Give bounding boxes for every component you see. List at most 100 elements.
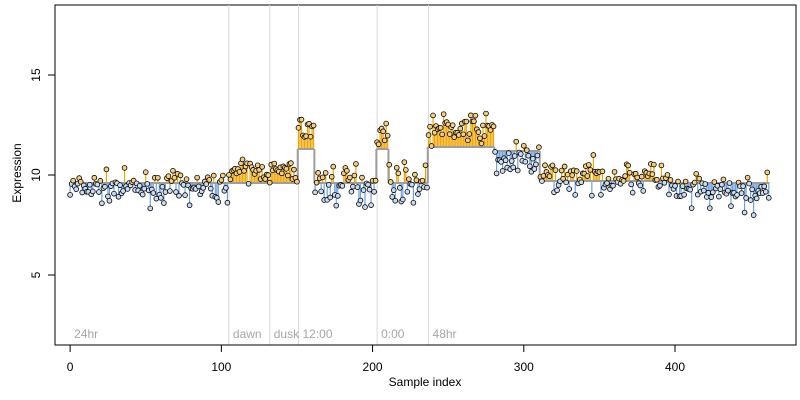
data-point xyxy=(625,162,631,169)
data-point xyxy=(716,193,722,200)
data-point xyxy=(194,174,200,181)
data-point xyxy=(710,189,716,196)
data-point xyxy=(472,112,479,119)
data-point xyxy=(589,192,595,199)
data-point xyxy=(136,182,143,189)
y-axis-label: Expression xyxy=(10,143,24,202)
data-point xyxy=(227,176,234,183)
data-point xyxy=(481,133,488,139)
data-point xyxy=(734,192,740,198)
data-point xyxy=(605,175,612,182)
data-point xyxy=(505,150,512,156)
data-point xyxy=(502,157,509,164)
data-point xyxy=(401,159,408,165)
data-point xyxy=(439,131,445,138)
data-point xyxy=(182,192,188,198)
data-point xyxy=(333,202,340,209)
data-point xyxy=(396,185,403,191)
data-point xyxy=(334,193,341,199)
data-point xyxy=(679,183,686,189)
data-point xyxy=(328,173,335,180)
x-axis-label: Sample index xyxy=(389,375,462,389)
data-point xyxy=(404,189,411,195)
data-point xyxy=(303,133,309,139)
data-point xyxy=(522,158,529,165)
data-point xyxy=(508,158,515,164)
data-point xyxy=(327,194,334,201)
data-point xyxy=(527,163,533,170)
data-point xyxy=(124,186,131,192)
data-point xyxy=(220,172,226,179)
data-point xyxy=(740,183,746,189)
data-point xyxy=(598,192,604,198)
data-point xyxy=(288,160,294,166)
data-point xyxy=(629,189,636,196)
data-point xyxy=(266,179,273,186)
phase-label: 48hr xyxy=(433,327,457,341)
data-point xyxy=(492,149,498,155)
data-point xyxy=(415,191,421,197)
data-point xyxy=(362,204,368,210)
data-point xyxy=(73,186,79,192)
data-point xyxy=(310,122,317,129)
data-point xyxy=(666,191,672,198)
data-point xyxy=(121,165,128,171)
data-point xyxy=(427,123,433,130)
y-axis: 5 10 15 xyxy=(29,68,56,278)
data-point xyxy=(167,188,173,194)
data-point xyxy=(102,183,108,190)
data-point xyxy=(566,186,572,192)
data-point xyxy=(480,122,486,129)
data-point xyxy=(700,187,707,194)
data-point xyxy=(628,181,634,188)
data-point xyxy=(425,132,432,138)
data-point xyxy=(285,172,291,179)
phase-labels: 24hr dawn dusk 12:00 0:00 48hr xyxy=(74,327,456,341)
data-point xyxy=(463,118,470,125)
data-point xyxy=(569,172,575,178)
data-point xyxy=(99,200,105,207)
data-point xyxy=(254,162,261,169)
data-point xyxy=(161,200,167,206)
data-point xyxy=(390,187,397,193)
data-point xyxy=(291,166,297,173)
data-point xyxy=(360,187,367,193)
data-point xyxy=(150,190,157,196)
data-point xyxy=(549,162,556,169)
x-tick-label: 200 xyxy=(363,360,383,374)
data-point xyxy=(353,161,359,167)
data-point xyxy=(393,164,400,171)
data-point xyxy=(533,161,539,168)
data-point xyxy=(654,176,660,183)
data-point xyxy=(590,152,597,158)
data-point xyxy=(413,177,420,183)
data-point xyxy=(468,112,474,119)
data-point xyxy=(664,172,671,178)
data-point xyxy=(753,195,760,202)
data-point xyxy=(67,192,73,198)
data-point xyxy=(117,182,123,188)
data-point xyxy=(325,182,332,188)
data-point xyxy=(728,203,734,209)
data-point xyxy=(265,172,272,178)
data-point xyxy=(720,176,727,183)
data-point xyxy=(682,178,689,185)
data-point xyxy=(517,151,524,157)
data-point xyxy=(70,177,76,184)
data-point xyxy=(162,189,169,195)
data-point xyxy=(561,163,568,170)
data-point xyxy=(513,138,520,145)
data-point xyxy=(322,170,329,176)
data-point xyxy=(764,169,771,176)
data-point xyxy=(610,182,616,189)
data-point xyxy=(667,177,674,183)
data-point xyxy=(319,174,326,181)
data-point xyxy=(493,170,500,177)
data-point xyxy=(634,174,641,181)
data-point xyxy=(195,183,202,190)
data-point xyxy=(380,128,386,135)
data-point xyxy=(111,190,117,197)
data-point xyxy=(744,174,751,181)
data-point xyxy=(563,179,569,186)
